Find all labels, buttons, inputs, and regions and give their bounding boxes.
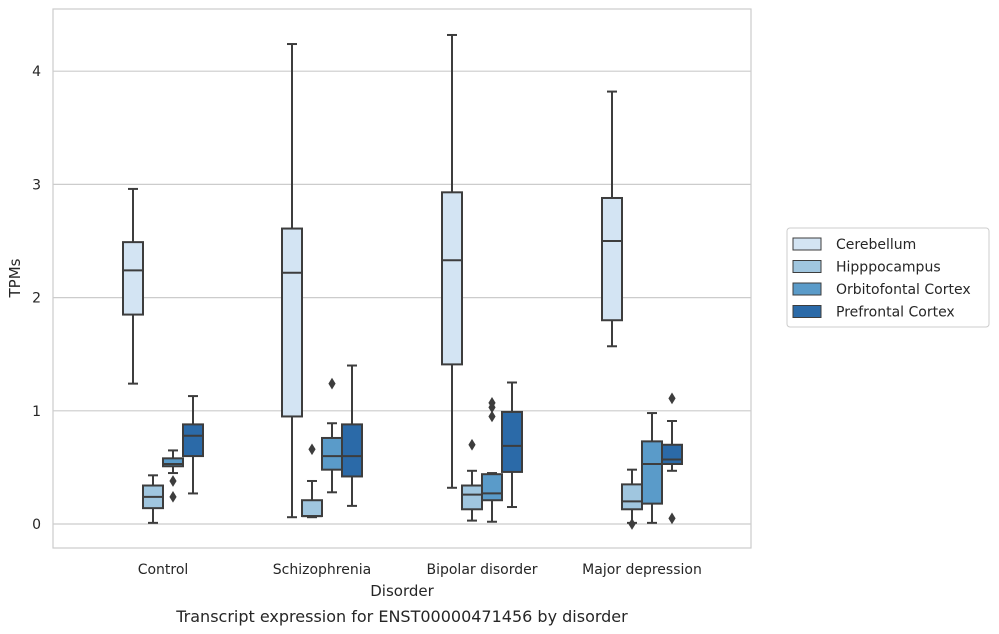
x-tick-label: Control (138, 562, 189, 578)
box-body (341, 423, 363, 478)
box-body (321, 436, 343, 471)
box-body (182, 423, 204, 458)
plot-frame (52, 8, 752, 549)
y-axis-label: TPMs (6, 258, 24, 298)
box-body (281, 227, 303, 418)
outlier-point (488, 410, 496, 423)
box-body (162, 457, 184, 468)
box-2-3 (641, 412, 663, 524)
box-body (661, 443, 683, 466)
outlier-point (308, 443, 316, 456)
outlier-point (628, 518, 636, 530)
legend-label: Cerebellum (836, 237, 916, 253)
box-body (621, 483, 643, 511)
outlier-point (668, 512, 676, 525)
box-1-3 (621, 468, 643, 530)
box-body (641, 440, 663, 505)
box-body (481, 473, 503, 502)
y-tick-label: 2 (32, 291, 41, 307)
y-tick-label: 4 (32, 64, 41, 80)
y-tick-label: 0 (32, 517, 41, 533)
box-3-3 (661, 392, 683, 525)
x-tick-label: Bipolar disorder (426, 562, 537, 578)
legend-label: Prefrontal Cortex (836, 305, 955, 321)
y-tick-label: 1 (32, 404, 41, 420)
box-0-3 (601, 90, 623, 348)
box-body (441, 191, 463, 366)
x-tick-labels: Control Schizophrenia Bipolar disorder Majo… (138, 562, 702, 578)
box-body (601, 196, 623, 322)
chart-caption: Transcript expression for ENST0000047145… (175, 607, 628, 626)
legend: Cerebellum Hipppocampus Orbitofontal Corte… (786, 227, 990, 328)
box-body (122, 241, 144, 316)
x-tick-label: Major depression (582, 562, 702, 578)
box-2-2 (481, 397, 503, 523)
outlier-point (169, 475, 177, 487)
box-3-0 (182, 395, 204, 495)
outlier-point (668, 392, 676, 405)
legend-swatch (792, 260, 822, 273)
box-3-1 (341, 364, 363, 507)
outlier-point (328, 377, 336, 390)
box-1-0 (142, 474, 164, 524)
box-series (122, 33, 683, 530)
legend-frame (786, 227, 990, 328)
box-0-0 (122, 187, 144, 385)
outlier-point (468, 438, 476, 451)
outlier-point (488, 397, 496, 409)
y-tick-labels: 0 1 2 3 4 (32, 64, 41, 533)
legend-label: Hipppocampus (836, 260, 941, 276)
legend-swatch (792, 282, 822, 296)
box-body (461, 484, 483, 511)
legend-label: Orbitofontal Cortex (836, 282, 971, 298)
box-3-2 (501, 381, 523, 509)
box-2-0 (162, 449, 184, 503)
legend-swatch (792, 237, 822, 251)
box-1-1 (301, 443, 323, 519)
x-tick-label: Schizophrenia (273, 562, 371, 578)
box-body (501, 410, 523, 473)
outlier-point (169, 490, 177, 503)
box-body (301, 499, 323, 518)
box-0-2 (441, 33, 463, 489)
box-0-1 (281, 43, 303, 519)
x-axis-label: Disorder (370, 582, 434, 600)
legend-swatch (792, 305, 822, 318)
y-tick-label: 3 (32, 177, 41, 193)
